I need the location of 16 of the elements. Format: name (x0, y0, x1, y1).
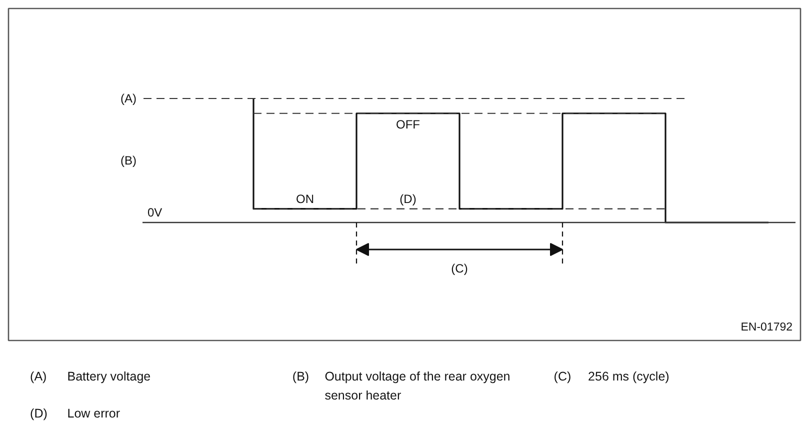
ref-line-label: (A) (120, 92, 137, 106)
text: (C) (554, 370, 572, 384)
text: EN-01792 (740, 322, 793, 334)
text: (B) (120, 154, 137, 168)
text: 256 ms (cycle) (588, 370, 670, 384)
text: Low error (67, 406, 120, 420)
text: (A) (30, 370, 47, 384)
annotation: ON (296, 192, 314, 206)
text: Output voltage of the rear oxygen sensor heater (324, 370, 510, 402)
text: (B) (292, 370, 310, 384)
ref-line-label: 0V (148, 206, 162, 220)
annotation: OFF (396, 117, 420, 132)
ref-line-label: (D) (400, 192, 416, 206)
text: (D) (30, 406, 48, 420)
text: Battery voltage (67, 370, 151, 384)
text: (C) (451, 262, 468, 276)
